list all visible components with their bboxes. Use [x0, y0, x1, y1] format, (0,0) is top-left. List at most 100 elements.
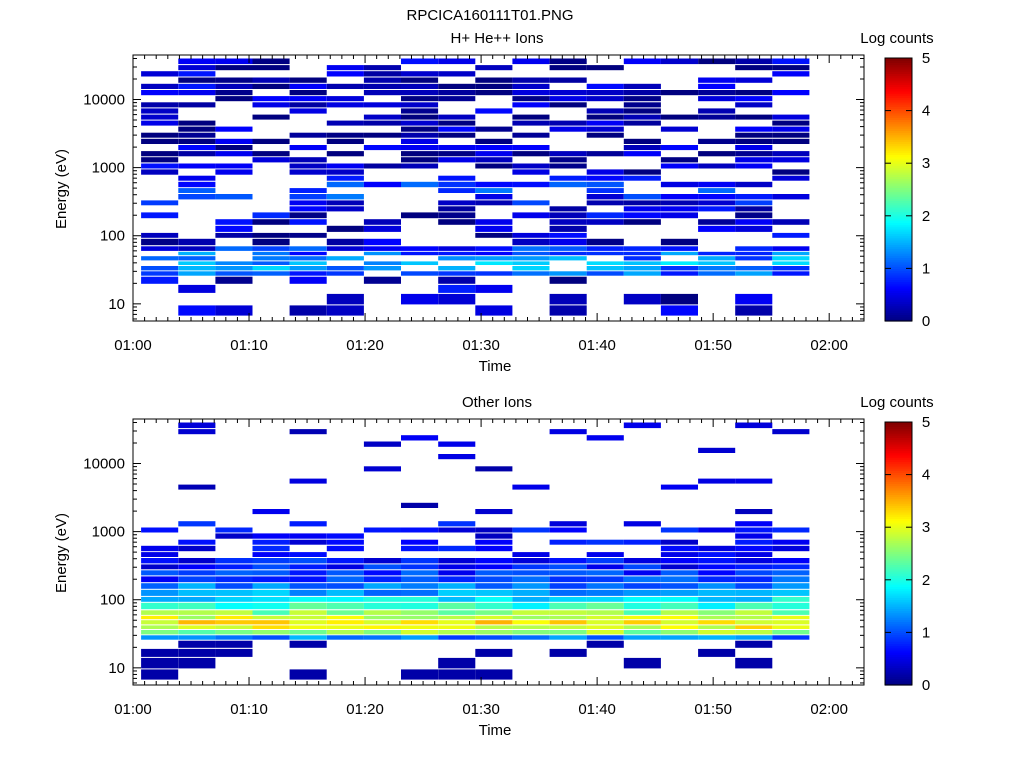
heatmap-cell — [475, 232, 513, 238]
heatmap-cell — [660, 200, 698, 206]
heatmap-cell — [512, 625, 550, 629]
heatmap-cell — [475, 225, 513, 232]
heatmap-cell — [735, 194, 773, 200]
colorbar-segment — [885, 163, 912, 166]
heatmap-cell — [660, 114, 698, 120]
heatmap-cell — [178, 615, 216, 620]
heatmap-cell — [401, 126, 439, 132]
heatmap-cell — [289, 256, 327, 261]
heatmap-cell — [475, 145, 513, 151]
heatmap-cell — [623, 120, 661, 126]
heatmap-cell — [438, 610, 476, 615]
colorbar-segment — [885, 283, 912, 287]
heatmap-cell — [252, 83, 290, 89]
heatmap-cell — [512, 90, 550, 96]
colorbar-segment — [885, 165, 912, 169]
heatmap-cell — [363, 225, 401, 232]
colorbar-segment — [885, 141, 912, 145]
colorbar-tick-label: 3 — [922, 155, 930, 172]
heatmap-cell — [475, 615, 513, 620]
heatmap-cell — [735, 635, 773, 640]
heatmap-cell — [401, 181, 439, 188]
heatmap-cell — [326, 596, 364, 602]
x-tick-label: 01:00 — [114, 337, 152, 354]
colorbar-segment — [885, 158, 912, 162]
heatmap-cell — [660, 293, 698, 305]
colorbar-tick-label: 0 — [922, 313, 930, 330]
colorbar-segment — [885, 535, 912, 539]
heatmap-cell — [141, 157, 179, 163]
heatmap-cell — [512, 102, 550, 108]
heatmap-cell — [252, 58, 290, 65]
heatmap-cell — [549, 583, 587, 589]
colorbar-segment — [885, 185, 912, 188]
heatmap-cell — [326, 293, 364, 305]
heatmap-cell — [178, 181, 216, 188]
heatmap-cell — [698, 596, 736, 602]
colorbar-segment — [885, 645, 912, 649]
heatmap-cell — [623, 145, 661, 151]
x-tick-label: 02:00 — [810, 701, 848, 718]
heatmap-cell — [289, 596, 327, 602]
heatmap-cell — [698, 251, 736, 256]
heatmap-cell — [401, 602, 439, 610]
colorbar-segment — [885, 169, 912, 173]
heatmap-cell — [252, 539, 290, 545]
heatmap-cell — [586, 271, 624, 276]
heatmap-cell — [698, 648, 736, 657]
heatmap-cell — [178, 251, 216, 256]
heatmap-cell — [141, 120, 179, 126]
heatmap-cell — [438, 151, 476, 157]
colorbar-segment — [885, 654, 912, 658]
colorbar-segment — [885, 182, 912, 186]
heatmap-cell — [698, 151, 736, 157]
y-tick-label: 10 — [108, 660, 125, 677]
heatmap-cell — [289, 615, 327, 620]
heatmap-cell — [735, 533, 773, 539]
heatmap-cell — [178, 77, 216, 83]
heatmap-cell — [623, 596, 661, 602]
heatmap-cell — [586, 151, 624, 157]
heatmap-cell — [401, 151, 439, 157]
heatmap-cell — [475, 108, 513, 114]
heatmap-cell — [772, 596, 810, 602]
heatmap-cell — [289, 640, 327, 648]
heatmap-cell — [475, 570, 513, 576]
heatmap-cell — [326, 635, 364, 640]
heatmap-cell — [772, 625, 810, 629]
heatmap-cell — [401, 58, 439, 65]
heatmap-cell — [326, 120, 364, 126]
colorbar-segment — [885, 509, 912, 513]
heatmap-cell — [438, 157, 476, 163]
heatmap-cell — [326, 238, 364, 246]
colorbar-segment — [885, 603, 912, 607]
heatmap-cell — [363, 219, 401, 225]
heatmap-cell — [735, 163, 773, 169]
heatmap-cell — [401, 120, 439, 126]
y-tick-label: 1000 — [92, 524, 125, 541]
heatmap-cell — [178, 271, 216, 276]
heatmap-cell — [438, 126, 476, 132]
heatmap-cell — [586, 83, 624, 89]
heatmap-cell — [772, 615, 810, 620]
x-tick-label: 02:00 — [810, 337, 848, 354]
heatmap-cell — [549, 305, 587, 316]
heatmap-cell — [289, 564, 327, 570]
colorbar-segment — [885, 242, 912, 245]
heatmap-cell — [363, 181, 401, 188]
heatmap-cell — [475, 83, 513, 89]
colorbar-segment — [885, 250, 912, 254]
heatmap-cell — [215, 570, 253, 576]
colorbar-segment — [885, 147, 912, 151]
heatmap-cell — [438, 219, 476, 225]
heatmap-cell — [549, 521, 587, 527]
x-tick-label: 01:20 — [346, 337, 384, 354]
colorbar-segment — [885, 285, 912, 289]
heatmap-cell — [252, 65, 290, 71]
heatmap-cell — [363, 251, 401, 256]
colorbar-segment — [885, 233, 912, 237]
heatmap-cell — [178, 570, 216, 576]
heatmap-cell — [215, 145, 253, 151]
heatmap-cell — [512, 181, 550, 188]
colorbar-segment — [885, 125, 912, 129]
